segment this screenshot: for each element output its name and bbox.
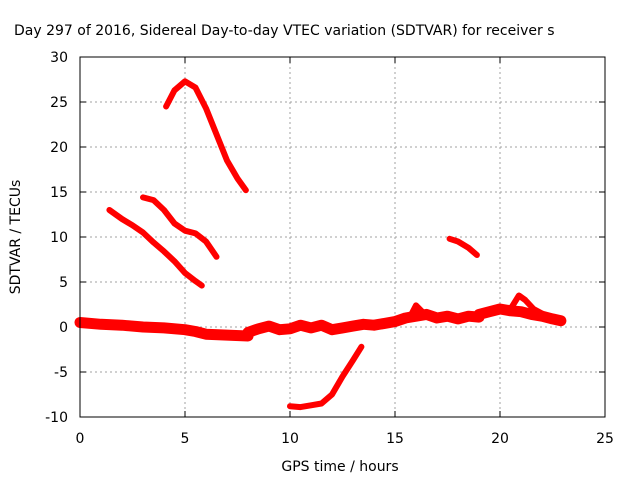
x-tick-label: 20 <box>491 431 509 447</box>
chart-title: Day 297 of 2016, Sidereal Day-to-day VTE… <box>14 23 555 39</box>
series-arc-b <box>106 207 205 289</box>
series-layer <box>74 78 567 411</box>
series-baseline-1 <box>74 317 254 342</box>
y-tick-label: 10 <box>50 230 68 246</box>
series-arc-d <box>287 343 365 411</box>
series-arc-c <box>446 235 480 258</box>
x-tick-label: 25 <box>596 431 614 447</box>
y-tick-label: -5 <box>54 365 68 381</box>
series-arc-peak <box>163 78 249 194</box>
x-tick-label: 5 <box>181 431 190 447</box>
x-tick-label: 10 <box>281 431 299 447</box>
series-excursion-1 <box>408 302 426 317</box>
series-arc-a <box>140 194 220 260</box>
y-tick-label: 25 <box>50 95 68 111</box>
y-tick-label: 30 <box>50 50 68 66</box>
y-tick-label: 20 <box>50 140 68 156</box>
y-tick-label: 0 <box>59 320 68 336</box>
x-axis-label: GPS time / hours <box>281 459 398 475</box>
grid <box>80 57 605 417</box>
y-tick-label: 15 <box>50 185 68 201</box>
x-tick-label: 0 <box>76 431 85 447</box>
series-excursion-2 <box>507 292 545 317</box>
y-tick-label: -10 <box>45 410 68 426</box>
series-baseline-2 <box>242 308 485 338</box>
y-axis-label: SDTVAR / TECUs <box>8 180 24 295</box>
plot-frame <box>79 56 606 418</box>
ticks: 0 5 10 15 20 25 -10 -5 0 5 10 15 20 25 30 <box>45 50 614 447</box>
series-baseline-3 <box>473 303 567 327</box>
y-tick-label: 5 <box>59 275 68 291</box>
x-tick-label: 15 <box>386 431 404 447</box>
